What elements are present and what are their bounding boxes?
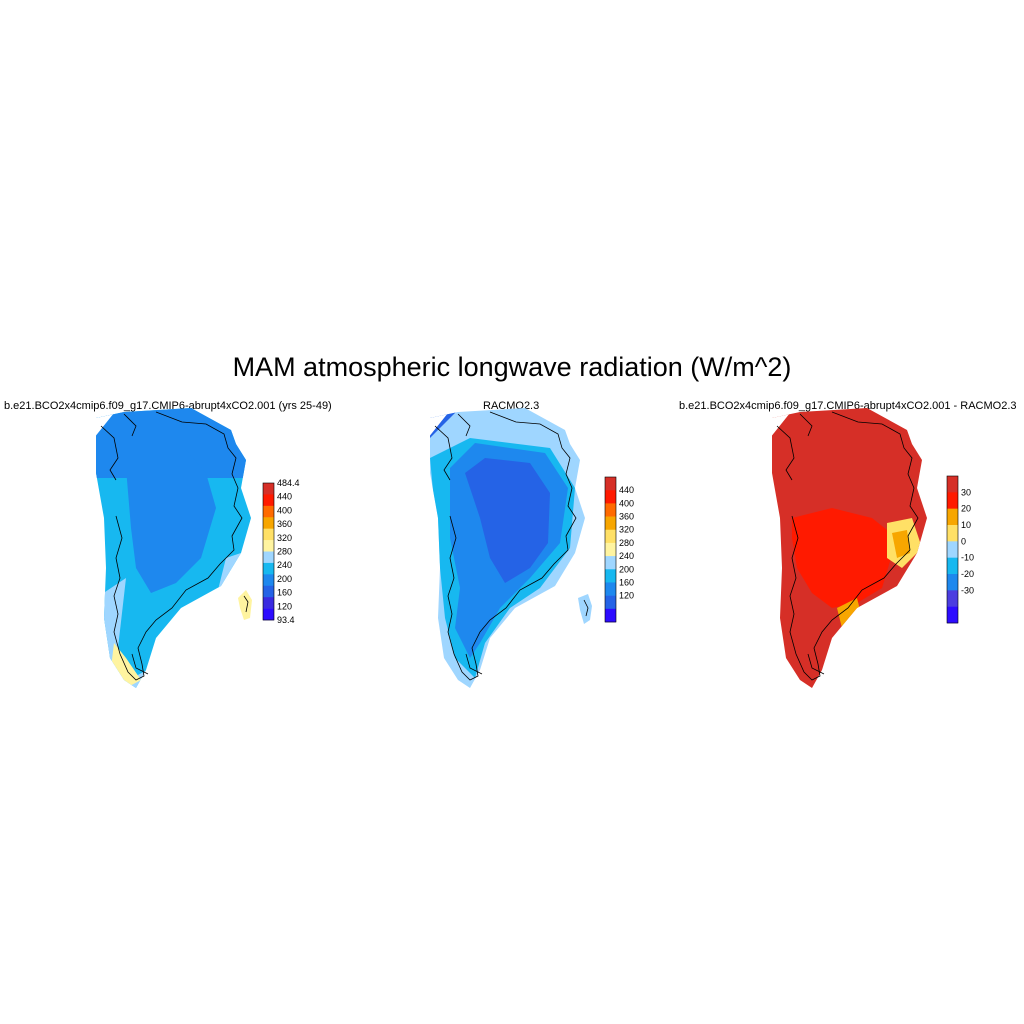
- colorbar-swatch: [263, 551, 274, 564]
- colorbar-label: 484.4: [277, 478, 300, 488]
- colorbar-swatch: [263, 597, 274, 609]
- colorbar-swatch: [605, 490, 616, 504]
- colorbar-label: 440: [619, 485, 634, 495]
- colorbar-label: -10: [961, 553, 974, 563]
- colorbar-swatch: [947, 574, 958, 591]
- colorbar-label: 10: [961, 520, 971, 530]
- colorbar-label: 320: [619, 525, 634, 535]
- colorbar-swatch: [263, 494, 274, 507]
- colorbar-swatch: [605, 608, 616, 623]
- panel-3-title: b.e21.BCO2x4cmip6.f09_g17.CMIP6-abrupt4x…: [679, 400, 1017, 412]
- panel-1-title: b.e21.BCO2x4cmip6.f09_g17.CMIP6-abrupt4x…: [4, 400, 332, 412]
- colorbar-swatch: [263, 562, 274, 575]
- colorbar-swatch: [947, 541, 958, 558]
- colorbar-swatch: [605, 516, 616, 531]
- colorbar-frame: [604, 476, 617, 623]
- colorbar-swatch: [605, 582, 616, 596]
- colorbar-swatch: [605, 569, 616, 583]
- colorbar-label: 120: [619, 591, 634, 601]
- colorbar-swatch: [947, 476, 958, 493]
- colorbar-label: 0: [961, 536, 966, 546]
- panel-1-colorbar: 484.4 440 400 360 320 280 240 200 160 120 93.4: [262, 478, 300, 625]
- colorbar-swatch: [947, 606, 958, 624]
- panel-3-map: [772, 408, 927, 688]
- colorbar-swatch: [263, 505, 274, 518]
- colorbar-swatch: [263, 608, 274, 621]
- colorbar-label: 360: [619, 512, 634, 522]
- figure-title: MAM atmospheric longwave radiation (W/m^…: [232, 352, 792, 382]
- colorbar-label: 20: [961, 504, 971, 514]
- colorbar-label: 120: [277, 601, 292, 611]
- colorbar-swatch: [263, 540, 274, 552]
- colorbar-label: 160: [619, 577, 634, 587]
- panel-3-colorbar: 30 20 10 0 -10 -20 -30: [946, 475, 974, 624]
- colorbar-swatch: [263, 517, 274, 529]
- colorbar-label: 93.4: [277, 615, 295, 625]
- colorbar-swatch: [947, 525, 958, 542]
- colorbar-swatch: [263, 483, 274, 495]
- colorbar-frame: [262, 482, 275, 621]
- colorbar-swatch: [947, 508, 958, 526]
- colorbar-swatch: [605, 503, 616, 517]
- colorbar-label: 360: [277, 519, 292, 529]
- colorbar-swatch: [605, 542, 616, 557]
- colorbar-swatch: [947, 590, 958, 607]
- colorbar-label: 240: [619, 551, 634, 561]
- colorbar-swatch: [263, 574, 274, 587]
- colorbar-swatch: [947, 492, 958, 509]
- colorbar-label: 240: [277, 560, 292, 570]
- panel-2-map: [430, 408, 585, 688]
- panel-2-islands: [578, 594, 592, 624]
- colorbar-label: 400: [619, 498, 634, 508]
- colorbar-label: 160: [277, 588, 292, 598]
- panel-1-map: [96, 408, 251, 688]
- colorbar-swatch: [605, 556, 616, 570]
- colorbar-label: 280: [277, 547, 292, 557]
- colorbar-label: 30: [961, 487, 971, 497]
- colorbar-frame: [946, 475, 959, 624]
- colorbar-label: 400: [277, 505, 292, 515]
- colorbar-label: -20: [961, 569, 974, 579]
- colorbar-swatch: [263, 585, 274, 598]
- colorbar-swatch: [605, 477, 616, 491]
- colorbar-swatch: [947, 557, 958, 575]
- colorbar-label: 280: [619, 538, 634, 548]
- colorbar-swatch: [263, 528, 274, 541]
- colorbar-swatch: [605, 595, 616, 610]
- colorbar-label: 200: [277, 574, 292, 584]
- panel-1-islands: [238, 590, 252, 620]
- colorbar-label: -30: [961, 585, 974, 595]
- colorbar-label: 440: [277, 492, 292, 502]
- colorbar-label: 200: [619, 564, 634, 574]
- panel-2-colorbar: 440 400 360 320 280 240 200 160 120: [604, 476, 634, 623]
- colorbar-label: 320: [277, 533, 292, 543]
- colorbar-swatch: [605, 529, 616, 544]
